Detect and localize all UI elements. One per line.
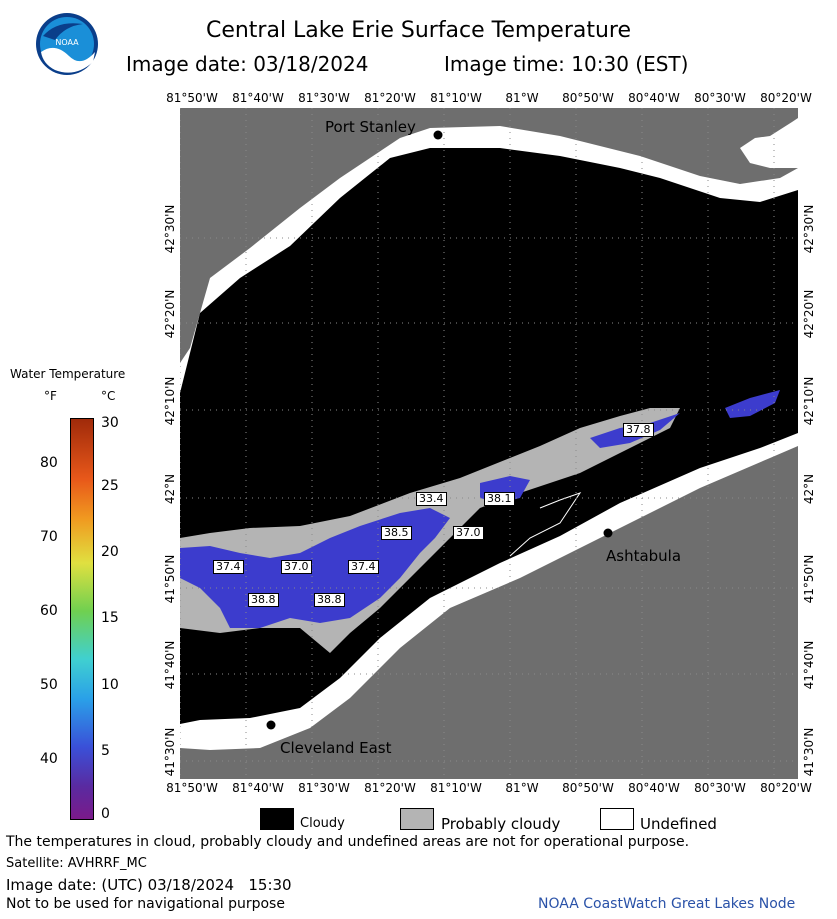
port-stanley-marker bbox=[433, 130, 443, 140]
temp-label: 33.4 bbox=[416, 492, 447, 506]
tick-bottom: 80°50'W bbox=[562, 781, 614, 795]
image-time: Image time: 10:30 (EST) bbox=[444, 52, 689, 76]
c-tick: 0 bbox=[101, 806, 110, 822]
footer-navigation: Not to be used for navigational purpose bbox=[6, 896, 285, 912]
legend-label-cloudy: Cloudy bbox=[300, 816, 345, 831]
page-title: Central Lake Erie Surface Temperature bbox=[205, 18, 632, 43]
colorbar-unit-c: °C bbox=[101, 389, 116, 403]
footer-utc-date: Image date: (UTC) 03/18/2024 15:30 bbox=[6, 876, 292, 894]
tick-right: 41°40'N bbox=[802, 640, 816, 690]
footer-disclaimer: The temperatures in cloud, probably clou… bbox=[6, 834, 690, 850]
legend-label-probably-cloudy: Probably cloudy bbox=[441, 815, 561, 833]
tick-top: 80°40'W bbox=[628, 91, 680, 105]
colorbar-unit-f: °F bbox=[44, 389, 57, 403]
water-area-4 bbox=[725, 390, 780, 418]
noaa-logo: NOAA bbox=[36, 13, 98, 75]
tick-left: 42°N bbox=[163, 473, 177, 505]
tick-bottom: 81°30'W bbox=[298, 781, 350, 795]
tick-top: 81°40'W bbox=[232, 91, 284, 105]
tick-top: 81°30'W bbox=[298, 91, 350, 105]
logo-text: NOAA bbox=[55, 38, 79, 47]
tick-right: 42°10'N bbox=[802, 376, 816, 426]
tick-right: 41°30'N bbox=[802, 727, 816, 777]
footer-satellite: Satellite: AVHRRF_MC bbox=[6, 856, 147, 871]
tick-left: 42°30'N bbox=[163, 204, 177, 254]
c-tick: 5 bbox=[101, 743, 110, 759]
c-tick: 15 bbox=[101, 610, 119, 626]
temp-label: 38.8 bbox=[248, 593, 279, 607]
tick-left: 41°40'N bbox=[163, 640, 177, 690]
tick-top: 81°W bbox=[505, 91, 539, 105]
tick-bottom: 81°50'W bbox=[166, 781, 218, 795]
tick-right: 42°30'N bbox=[802, 204, 816, 254]
f-tick: 70 bbox=[40, 529, 58, 545]
tick-bottom: 81°10'W bbox=[430, 781, 482, 795]
tick-bottom: 81°W bbox=[505, 781, 539, 795]
tick-left: 42°10'N bbox=[163, 376, 177, 426]
tick-right: 42°20'N bbox=[802, 289, 816, 339]
tick-top: 80°50'W bbox=[562, 91, 614, 105]
legend-swatch-undefined bbox=[600, 808, 634, 830]
colorbar bbox=[70, 418, 94, 820]
footer-credit: NOAA CoastWatch Great Lakes Node bbox=[538, 896, 796, 912]
tick-left: 41°50'N bbox=[163, 554, 177, 604]
tick-left: 42°20'N bbox=[163, 289, 177, 339]
tick-right: 42°N bbox=[802, 473, 816, 505]
tick-top: 81°20'W bbox=[364, 91, 416, 105]
legend-swatch-cloudy bbox=[260, 808, 294, 830]
tick-top: 80°20'W bbox=[760, 91, 812, 105]
bathymetry-contour bbox=[509, 492, 582, 557]
tick-right: 41°50'N bbox=[802, 554, 816, 604]
ashtabula-marker bbox=[603, 528, 613, 538]
tick-bottom: 81°40'W bbox=[232, 781, 284, 795]
temp-label: 37.0 bbox=[281, 560, 312, 574]
f-tick: 80 bbox=[40, 455, 58, 471]
temp-label: 38.1 bbox=[484, 492, 515, 506]
tick-left: 41°30'N bbox=[163, 727, 177, 777]
temp-label: 37.0 bbox=[453, 526, 484, 540]
tick-top: 80°30'W bbox=[694, 91, 746, 105]
undefined-area-ne bbox=[740, 118, 798, 168]
temp-label: 38.5 bbox=[381, 526, 412, 540]
tick-bottom: 80°20'W bbox=[760, 781, 812, 795]
tick-top: 81°50'W bbox=[166, 91, 218, 105]
f-tick: 50 bbox=[40, 677, 58, 693]
c-tick: 20 bbox=[101, 544, 119, 560]
lake-map bbox=[180, 108, 798, 779]
place-ashtabula: Ashtabula bbox=[606, 547, 682, 565]
place-cleveland-east: Cleveland East bbox=[280, 739, 392, 757]
temp-label: 37.4 bbox=[348, 560, 379, 574]
c-tick: 10 bbox=[101, 677, 119, 693]
lat-lon-grid bbox=[180, 108, 798, 779]
tick-bottom: 81°20'W bbox=[364, 781, 416, 795]
tick-bottom: 80°30'W bbox=[694, 781, 746, 795]
temp-label: 37.4 bbox=[213, 560, 244, 574]
f-tick: 60 bbox=[40, 603, 58, 619]
tick-top: 81°10'W bbox=[430, 91, 482, 105]
c-tick: 30 bbox=[101, 415, 119, 431]
colorbar-title: Water Temperature bbox=[10, 367, 126, 381]
legend-label-undefined: Undefined bbox=[640, 815, 717, 833]
legend-swatch-probably-cloudy bbox=[400, 808, 434, 830]
temp-label: 38.8 bbox=[314, 593, 345, 607]
place-port-stanley: Port Stanley bbox=[325, 118, 416, 136]
cleveland-east-marker bbox=[266, 720, 276, 730]
tick-bottom: 80°40'W bbox=[628, 781, 680, 795]
f-tick: 40 bbox=[40, 751, 58, 767]
temp-label: 37.8 bbox=[623, 423, 654, 437]
c-tick: 25 bbox=[101, 478, 119, 494]
image-date: Image date: 03/18/2024 bbox=[126, 52, 369, 76]
